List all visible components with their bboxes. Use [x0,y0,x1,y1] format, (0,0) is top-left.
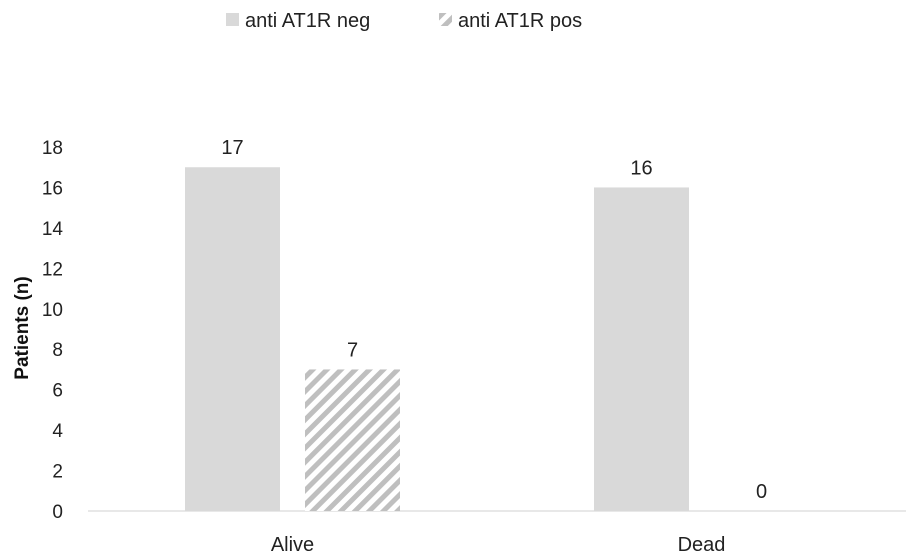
data-label: 0 [756,481,767,503]
data-label: 17 [221,137,243,159]
y-tick-label: 14 [42,219,64,240]
category-label-dead: Dead [678,534,726,553]
legend-label-neg: anti AT1R neg [245,10,370,32]
y-tick-label: 16 [42,178,63,199]
legend: anti AT1R neg anti AT1R pos [226,10,582,32]
data-label: 16 [630,157,652,179]
category-label-alive: Alive [271,534,314,553]
y-axis-ticks: 0 2 4 6 8 10 12 14 16 18 [42,138,64,523]
bar-neg-alive [185,167,280,511]
bar-pos-alive [305,369,400,511]
y-tick-label: 10 [42,300,63,321]
legend-swatch-pos [439,13,452,26]
category-labels: Alive Dead [271,534,726,553]
y-tick-label: 12 [42,259,63,280]
y-tick-label: 4 [52,421,63,442]
y-tick-label: 8 [52,340,63,361]
y-tick-label: 0 [52,502,63,523]
bars [185,167,689,511]
legend-label-pos: anti AT1R pos [458,10,582,32]
y-tick-label: 18 [42,138,63,159]
legend-swatch-neg [226,13,239,26]
data-labels: 17 7 16 0 [221,137,767,503]
bar-neg-dead [594,187,689,511]
y-tick-label: 6 [52,381,63,402]
data-label: 7 [347,339,358,361]
y-tick-label: 2 [52,462,63,483]
y-axis-title: Patients (n) [12,276,33,379]
